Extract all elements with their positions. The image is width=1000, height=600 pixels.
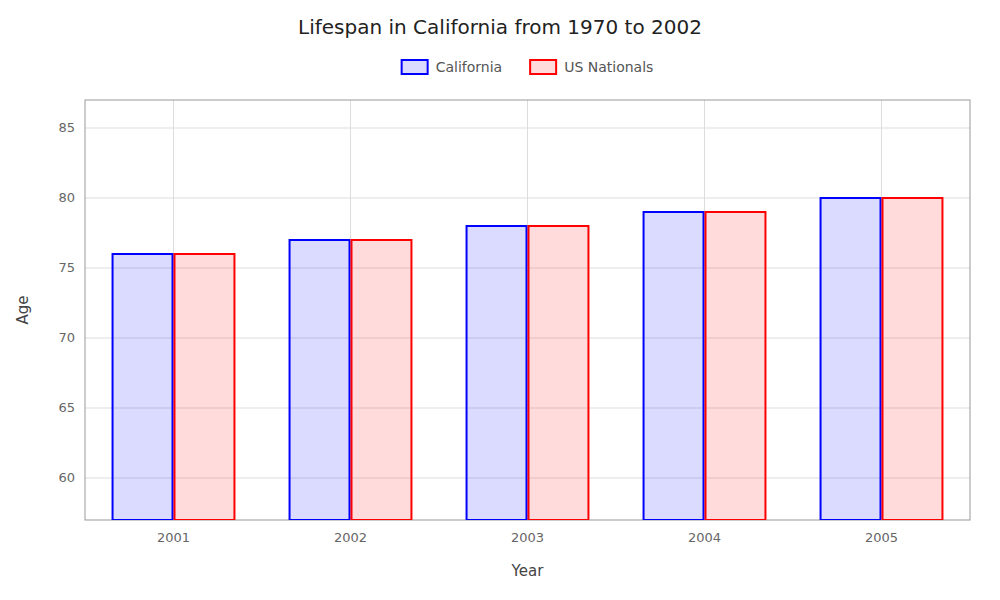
legend-swatch <box>530 60 556 74</box>
bar-series <box>175 198 943 520</box>
page: {"chart_data": {"type": "bar", "title": … <box>0 0 1000 600</box>
x-tick-label: 2001 <box>157 530 190 545</box>
x-tick-label: 2003 <box>511 530 544 545</box>
y-tick-label: 75 <box>58 260 75 275</box>
legend-label: US Nationals <box>564 59 653 75</box>
y-axis-label: Age <box>14 295 32 324</box>
bar <box>644 212 704 520</box>
bar <box>290 240 350 520</box>
x-tick-label: 2004 <box>688 530 721 545</box>
plot-frame <box>85 100 970 520</box>
y-tick-label: 80 <box>58 190 75 205</box>
bars <box>113 198 943 520</box>
bar <box>821 198 881 520</box>
x-axis-label: Year <box>511 562 545 580</box>
grid <box>85 100 970 520</box>
bar <box>529 226 589 520</box>
title: Lifespan in California from 1970 to 2002 <box>298 15 702 39</box>
bar-series <box>113 198 881 520</box>
chart-svg: 60 65 70 75 80 85 2001 2002 2003 2004 2005 Lifespan… <box>0 0 1000 600</box>
bar <box>467 226 527 520</box>
legend-item: US Nationals <box>530 59 653 75</box>
chart-container: 60 65 70 75 80 85 2001 2002 2003 2004 2005 Lifespan… <box>0 0 1000 600</box>
bar <box>352 240 412 520</box>
ticks: 60 65 70 75 80 85 2001 2002 2003 2004 2005 <box>58 120 898 545</box>
y-tick-label: 70 <box>58 330 75 345</box>
legend-item: California <box>402 59 502 75</box>
bar <box>883 198 943 520</box>
y-tick-label: 65 <box>58 400 75 415</box>
x-tick-label: 2002 <box>334 530 367 545</box>
bar <box>706 212 766 520</box>
y-tick-label: 60 <box>58 470 75 485</box>
legend-swatch <box>402 60 428 74</box>
bar <box>113 254 173 520</box>
y-tick-label: 85 <box>58 120 75 135</box>
x-tick-label: 2005 <box>865 530 898 545</box>
bar <box>175 254 235 520</box>
legend: California US Nationals <box>402 59 654 75</box>
legend-label: California <box>436 59 502 75</box>
